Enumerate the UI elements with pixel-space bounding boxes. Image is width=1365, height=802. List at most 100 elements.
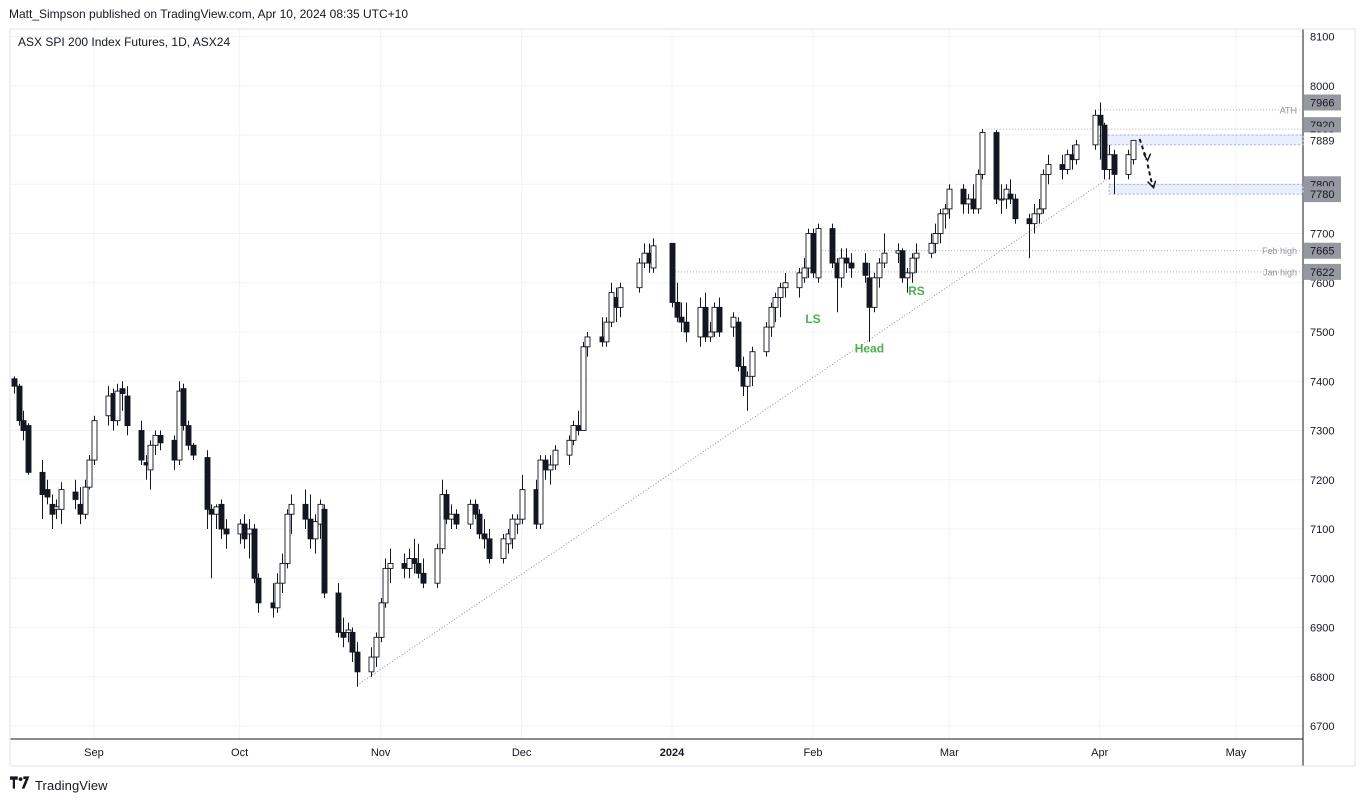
candle [77, 487, 84, 525]
candle-body [223, 528, 230, 535]
candle [152, 430, 159, 456]
candle-body [204, 457, 211, 510]
candle-body [965, 198, 972, 205]
candle-body [1036, 208, 1043, 215]
candle-body [185, 425, 192, 446]
candle-body [683, 321, 690, 333]
candle-body [481, 533, 488, 540]
candle [373, 632, 380, 667]
candle-body [1040, 173, 1047, 210]
candle-body [411, 558, 418, 564]
candle-body [218, 503, 225, 530]
candle-body [58, 489, 65, 510]
candle [53, 499, 60, 520]
candle-body [349, 631, 356, 653]
candle [185, 420, 192, 451]
candle [255, 573, 262, 613]
candle-body [86, 459, 93, 488]
candle-body [650, 245, 657, 269]
candle [302, 489, 309, 529]
candle-body [467, 503, 474, 525]
candle [213, 504, 220, 529]
candle [566, 435, 573, 465]
grid-lines [9, 28, 1356, 767]
candle [810, 228, 817, 278]
candle-body [25, 425, 32, 473]
candle-body [749, 351, 756, 377]
candle-body [119, 388, 126, 395]
candle [279, 553, 286, 594]
price-label-7780: 7780 [1310, 189, 1334, 201]
candle-body [843, 257, 850, 264]
candle-body [768, 306, 775, 328]
candle-body [368, 656, 375, 673]
candle [979, 129, 986, 180]
candle [406, 548, 413, 579]
candle [1125, 149, 1132, 180]
candle-body [208, 508, 215, 515]
candle [443, 489, 450, 525]
candle-body [415, 563, 422, 574]
candle [815, 223, 822, 283]
candle [453, 509, 460, 529]
candle [472, 499, 479, 520]
candle-body [453, 513, 460, 525]
candle-body [321, 508, 328, 594]
candle-body [434, 548, 441, 584]
candle-body [476, 513, 483, 535]
candle [932, 223, 939, 254]
candle-body [998, 198, 1005, 201]
candle [796, 267, 803, 298]
x-tick-label: Mar [940, 747, 959, 759]
candle-body [772, 297, 779, 308]
candle-body [584, 336, 591, 348]
candle-body [937, 213, 944, 234]
y-tick-label: 6800 [1310, 672, 1334, 684]
candle [387, 548, 394, 584]
candle-body [547, 464, 554, 471]
candle [674, 282, 681, 323]
y-tick-label: 7600 [1310, 278, 1334, 290]
candle [838, 248, 845, 288]
candle [772, 292, 779, 323]
candle [735, 317, 742, 372]
candle [1045, 154, 1052, 185]
candle-body [11, 378, 18, 387]
candle-body [241, 523, 248, 540]
candle [584, 332, 591, 357]
candle-body [443, 494, 450, 520]
candle [848, 253, 855, 278]
candle-body [829, 228, 836, 264]
candle-body [373, 636, 380, 658]
candle [251, 524, 258, 584]
footer-brand: TradingView [35, 777, 108, 793]
candle [420, 558, 427, 589]
footer[interactable]: TradingView [10, 776, 108, 794]
candle-body [72, 491, 79, 500]
chart-title: ASX SPI 200 Index Futures, 1D, ASX24 [18, 35, 230, 49]
candle-body [1012, 198, 1019, 220]
candle-body [302, 503, 309, 520]
candle [519, 474, 526, 525]
price-label-7966-bg [1304, 94, 1341, 111]
candle [970, 184, 977, 214]
candle [11, 376, 18, 394]
candle-body [335, 592, 342, 633]
candle [91, 415, 98, 465]
price-label-7889-bg [1304, 132, 1341, 149]
y-tick-label: 8000 [1310, 81, 1334, 93]
candle-body [39, 471, 46, 495]
candle-body [77, 503, 84, 515]
candle [476, 509, 483, 539]
candle [481, 519, 488, 549]
y-tick-label: 6700 [1310, 721, 1334, 733]
forecast-arrow-2 [1146, 164, 1154, 187]
candle-body [838, 257, 845, 279]
candle-body [913, 252, 920, 259]
candle-body [152, 434, 159, 446]
candle-body [382, 567, 389, 604]
candle-body [307, 518, 314, 540]
x-tick-label: Dec [512, 747, 532, 759]
candle [763, 322, 770, 357]
